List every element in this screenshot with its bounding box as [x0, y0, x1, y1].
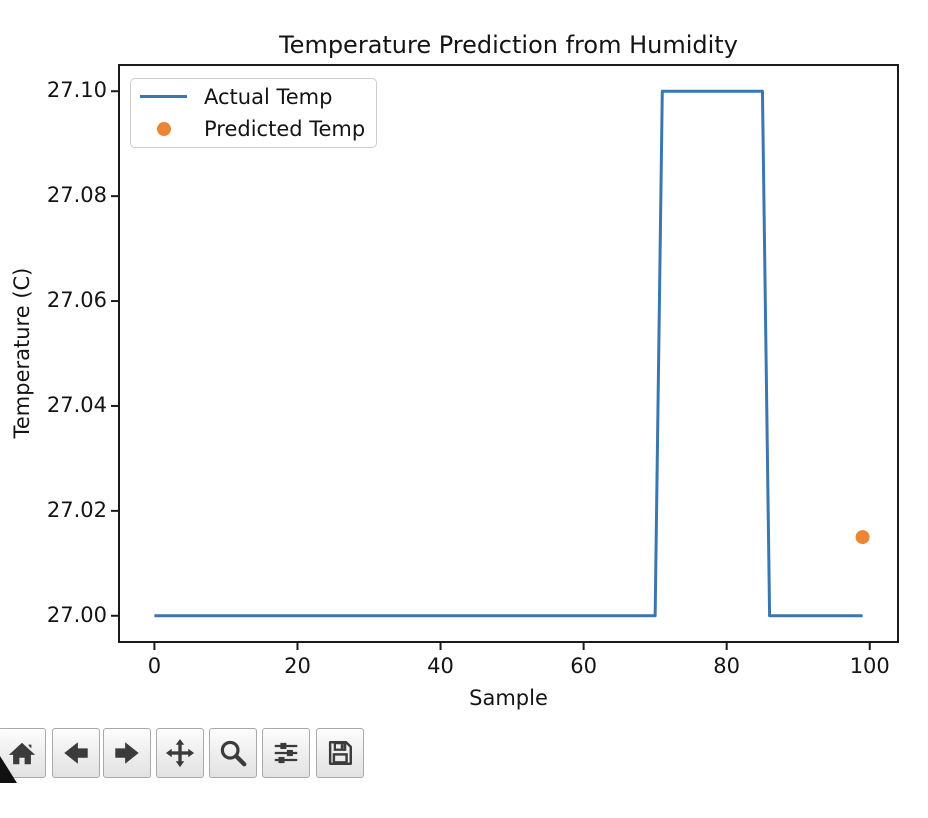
- actual-temp-line: [154, 89, 863, 618]
- back-button[interactable]: [52, 728, 100, 778]
- legend-entry-predicted: Predicted Temp: [140, 114, 376, 144]
- predicted-temp-point: [855, 530, 870, 545]
- chart-title: Temperature Prediction from Humidity: [279, 31, 738, 59]
- legend-label-predicted: Predicted Temp: [204, 117, 366, 142]
- zoom-button[interactable]: [209, 728, 257, 778]
- y-tick-label: 27.10: [46, 78, 107, 103]
- zoom-icon: [220, 740, 247, 767]
- legend-entry-actual: Actual Temp: [140, 82, 376, 112]
- forward-button[interactable]: [103, 728, 151, 778]
- legend: Actual Temp Predicted Temp: [130, 78, 377, 148]
- plot-border: [118, 64, 899, 643]
- back-icon: [64, 742, 88, 764]
- y-tick-label: 27.02: [46, 497, 107, 522]
- figure-canvas: Temperature Prediction from Humidity Tem…: [10, 31, 899, 710]
- x-tick-label: 100: [849, 654, 890, 678]
- save-icon: [328, 741, 352, 765]
- x-tick-label: 60: [570, 654, 597, 678]
- y-tick-label: 27.08: [46, 183, 107, 208]
- pan-icon: [165, 738, 195, 768]
- home-button[interactable]: [0, 728, 46, 778]
- plot-area: [111, 64, 899, 650]
- legend-marker-swatch: [140, 122, 187, 137]
- x-tick-label: 40: [427, 654, 454, 678]
- pan-button[interactable]: [156, 728, 204, 778]
- y-tick-label: 27.00: [46, 602, 107, 627]
- x-axis-label: Sample: [469, 686, 548, 710]
- subplots-button[interactable]: [262, 728, 310, 778]
- y-tick-label: 27.04: [46, 392, 107, 417]
- legend-line-swatch: [140, 94, 187, 99]
- subplots-icon: [274, 742, 298, 764]
- x-tick-label: 0: [147, 654, 162, 678]
- x-tick-label: 20: [284, 654, 311, 678]
- x-tick-label: 80: [713, 654, 741, 678]
- legend-label-actual: Actual Temp: [204, 84, 333, 109]
- y-tick-label: 27.06: [46, 288, 107, 313]
- home-icon: [8, 742, 36, 765]
- forward-icon: [115, 742, 139, 764]
- save-button[interactable]: [316, 728, 364, 778]
